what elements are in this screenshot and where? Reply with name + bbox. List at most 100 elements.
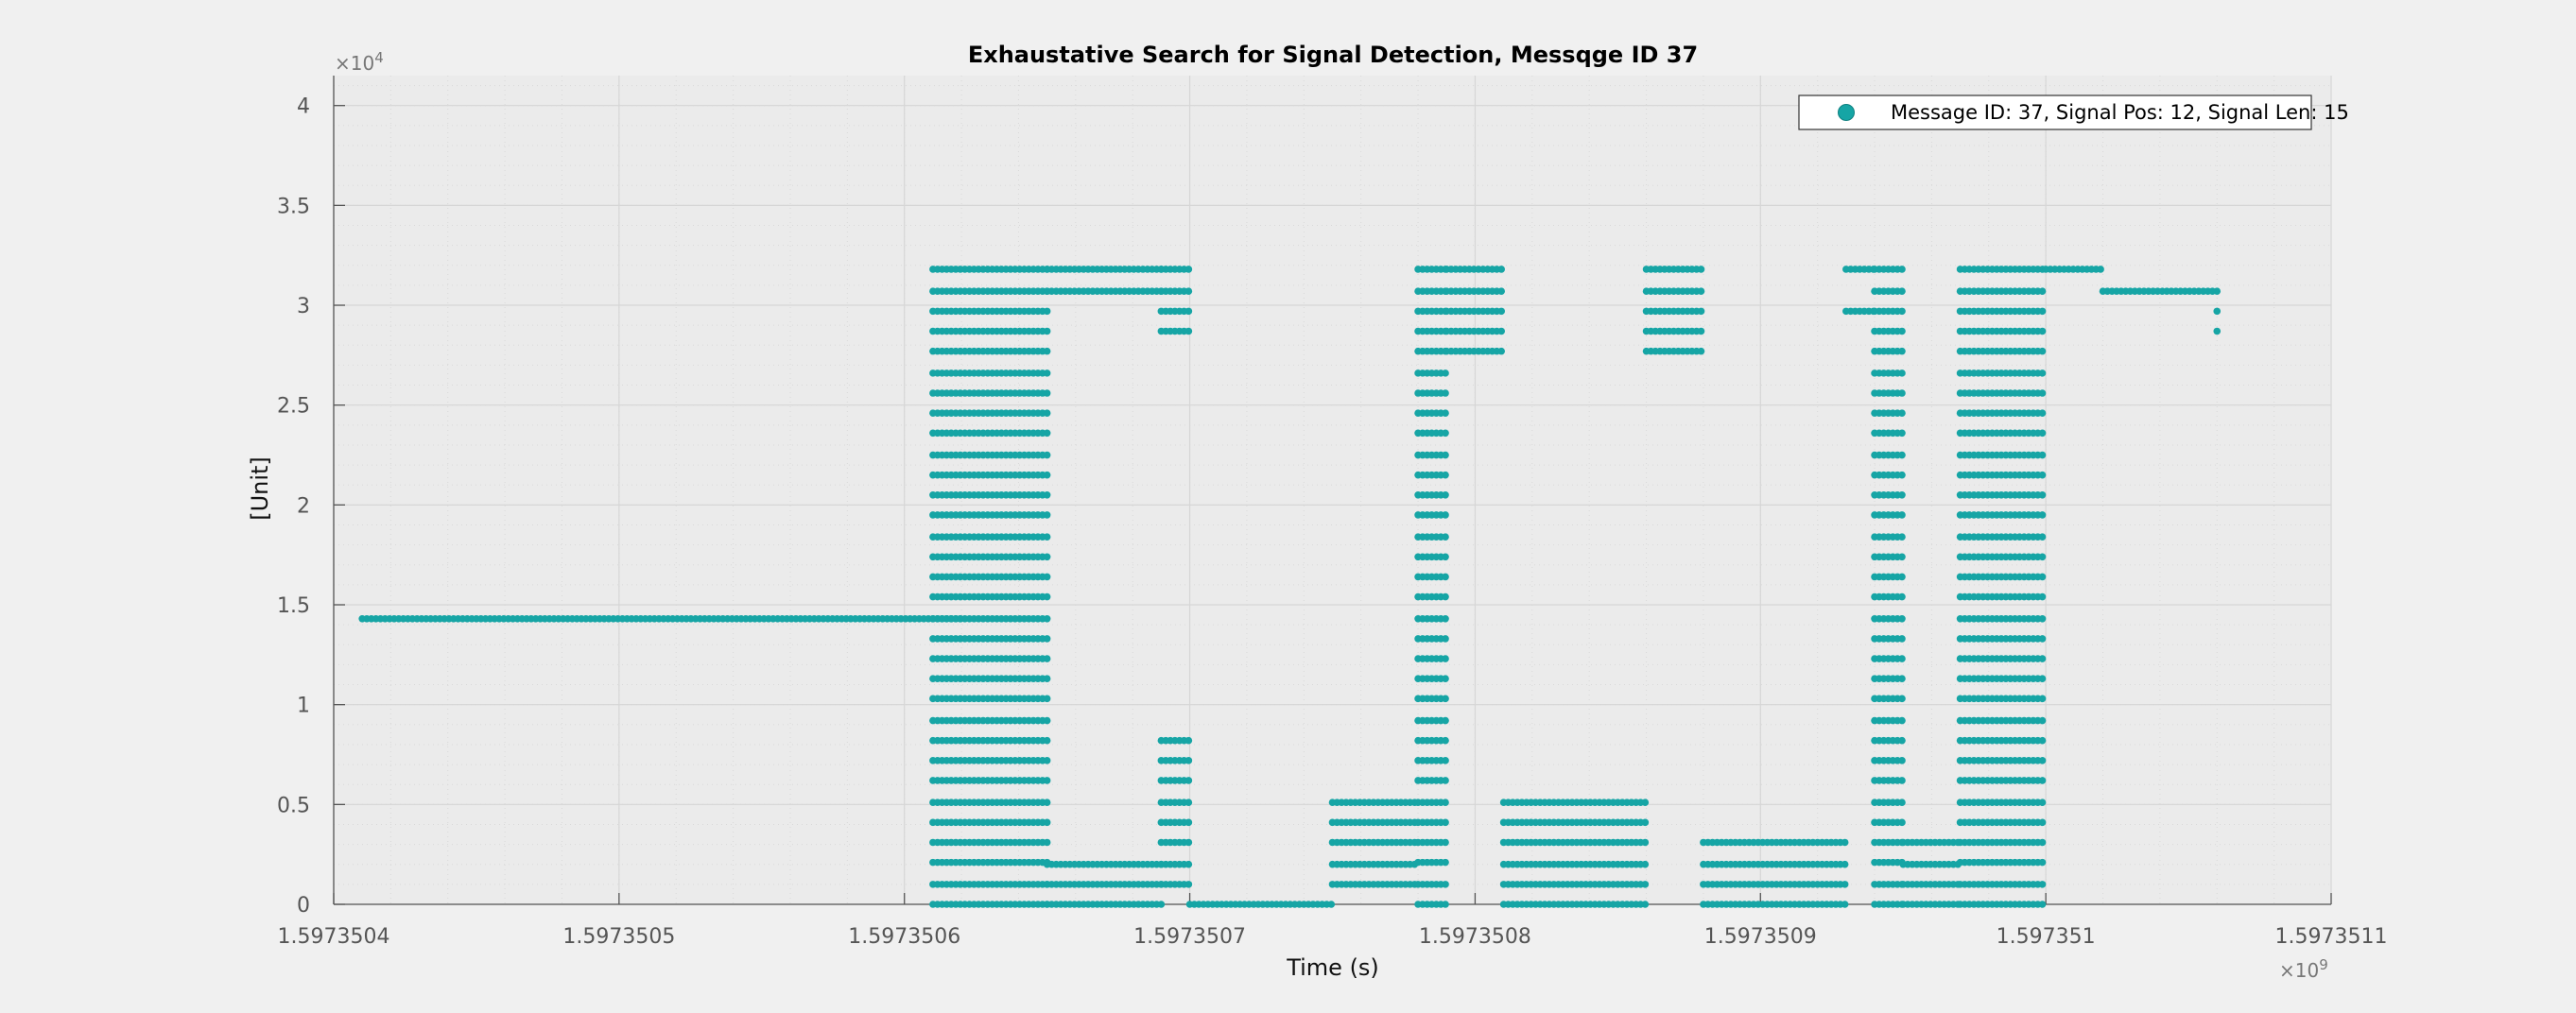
data-point bbox=[1898, 347, 1906, 355]
x-tick-label: 1.5973507 bbox=[1133, 925, 1246, 949]
y-multiplier: ×104 bbox=[335, 49, 384, 75]
y-tick-label: 0 bbox=[297, 894, 310, 918]
data-point bbox=[1497, 307, 1505, 316]
data-point bbox=[1043, 389, 1051, 397]
data-point bbox=[1442, 615, 1449, 623]
data-point bbox=[1442, 881, 1449, 888]
data-point bbox=[1043, 451, 1051, 459]
data-point bbox=[1898, 389, 1906, 397]
data-point bbox=[1898, 573, 1906, 581]
data-point bbox=[1641, 818, 1650, 827]
data-point bbox=[1184, 736, 1193, 745]
data-point bbox=[1898, 757, 1906, 764]
data-point bbox=[1898, 635, 1906, 643]
x-axis-ticks: 1.5973504 1.5973505 1.5973506 1.5973507 1.59… bbox=[278, 893, 2387, 949]
data-point bbox=[1043, 347, 1051, 355]
data-point bbox=[2038, 511, 2047, 519]
data-point bbox=[2038, 471, 2047, 479]
data-point bbox=[1442, 369, 1449, 377]
data-point bbox=[2038, 389, 2047, 397]
legend-entry: Message ID: 37, Signal Pos: 12, Signal L… bbox=[1891, 101, 2349, 124]
data-point bbox=[1184, 838, 1193, 847]
data-point bbox=[1043, 757, 1051, 764]
data-point bbox=[1043, 553, 1051, 561]
data-point bbox=[2038, 533, 2047, 541]
data-point bbox=[1442, 389, 1449, 397]
data-point bbox=[1043, 635, 1051, 643]
data-point bbox=[1043, 471, 1051, 479]
x-multiplier-exponent: 9 bbox=[2319, 956, 2328, 973]
data-point bbox=[1898, 471, 1906, 479]
y-axis-label: [Unit] bbox=[247, 456, 273, 521]
data-point bbox=[2038, 553, 2047, 561]
data-point bbox=[1442, 533, 1449, 541]
data-point bbox=[1043, 511, 1051, 519]
y-tick-label: 3 bbox=[297, 295, 310, 318]
data-point bbox=[1043, 369, 1051, 377]
data-point bbox=[2038, 490, 2047, 499]
data-point bbox=[2038, 838, 2047, 847]
data-point bbox=[1043, 675, 1051, 683]
data-point bbox=[1898, 736, 1906, 745]
data-point bbox=[1327, 901, 1336, 908]
y-tick-label: 4 bbox=[297, 95, 310, 119]
data-point bbox=[1184, 860, 1193, 868]
data-point bbox=[1184, 327, 1193, 335]
data-point bbox=[2038, 573, 2047, 581]
data-point bbox=[1442, 798, 1449, 807]
data-point bbox=[2038, 635, 2047, 643]
data-point bbox=[2038, 818, 2047, 827]
data-point bbox=[2038, 798, 2047, 807]
y-tick-label: 1.5 bbox=[277, 594, 310, 618]
x-tick-label: 1.5973508 bbox=[1419, 925, 1531, 949]
data-point bbox=[1697, 327, 1705, 335]
data-point bbox=[1043, 736, 1051, 745]
x-multiplier-base: ×10 bbox=[2279, 959, 2319, 982]
y-multiplier-exponent: 4 bbox=[374, 49, 384, 66]
data-point bbox=[2038, 757, 2047, 764]
data-point bbox=[1898, 553, 1906, 561]
data-point bbox=[1898, 592, 1906, 601]
data-point bbox=[2038, 409, 2047, 417]
data-point bbox=[1442, 511, 1449, 519]
data-point bbox=[1043, 429, 1051, 438]
data-point bbox=[1898, 287, 1906, 296]
data-point bbox=[1497, 347, 1505, 355]
data-point bbox=[1043, 490, 1051, 499]
data-point bbox=[1898, 409, 1906, 417]
data-point bbox=[1442, 409, 1449, 417]
data-point bbox=[1641, 860, 1650, 868]
data-point bbox=[2038, 347, 2047, 355]
data-point bbox=[1442, 471, 1449, 479]
data-point bbox=[1442, 716, 1449, 725]
data-point bbox=[1497, 266, 1505, 273]
y-tick-label: 2 bbox=[297, 494, 310, 518]
data-point bbox=[1043, 655, 1051, 662]
data-point bbox=[2213, 307, 2222, 316]
data-point bbox=[1184, 287, 1193, 296]
data-point bbox=[1697, 307, 1705, 316]
data-point bbox=[1442, 451, 1449, 459]
data-point bbox=[1641, 881, 1650, 888]
x-multiplier: ×109 bbox=[2279, 956, 2328, 982]
data-point bbox=[1898, 327, 1906, 335]
data-point bbox=[2097, 266, 2104, 273]
data-point bbox=[1043, 409, 1051, 417]
data-point bbox=[1184, 307, 1193, 316]
data-point bbox=[1442, 777, 1449, 784]
data-point bbox=[2038, 615, 2047, 623]
data-point bbox=[1442, 573, 1449, 581]
data-point bbox=[1898, 511, 1906, 519]
data-point bbox=[1442, 675, 1449, 683]
data-point bbox=[2038, 451, 2047, 459]
data-point bbox=[1043, 533, 1051, 541]
data-point bbox=[1184, 757, 1193, 764]
data-point bbox=[1442, 490, 1449, 499]
data-point bbox=[1043, 716, 1051, 725]
data-point bbox=[1442, 429, 1449, 438]
data-point bbox=[1697, 266, 1705, 273]
data-point bbox=[1898, 369, 1906, 377]
chart-title: Exhaustative Search for Signal Detection… bbox=[968, 42, 1698, 68]
data-point bbox=[1442, 757, 1449, 764]
y-tick-label: 1 bbox=[297, 695, 310, 718]
